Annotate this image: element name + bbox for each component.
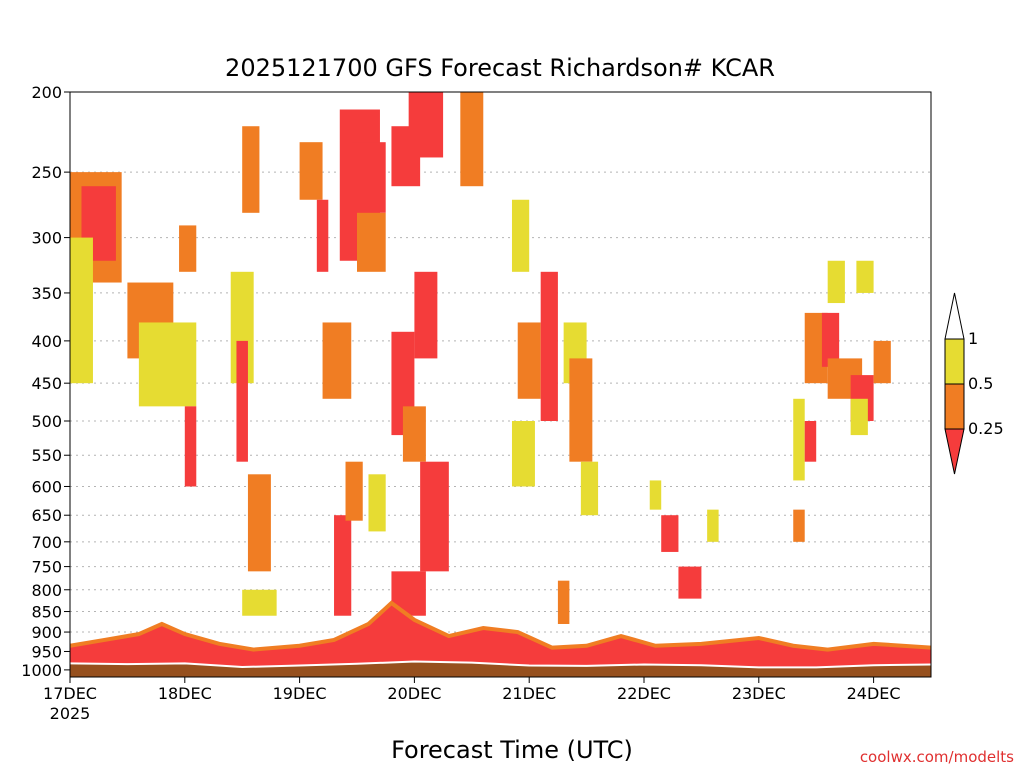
ri-cell-23 [402, 406, 426, 462]
y-tick-label-800: 800 [31, 581, 62, 600]
x-tick-label-1: 18DEC [158, 684, 212, 703]
ri-cell-11 [242, 589, 277, 616]
y-tick-label-750: 750 [31, 558, 62, 577]
ri-cell-42 [804, 421, 817, 462]
ri-cell-36 [557, 580, 570, 624]
ri-cell-8 [236, 340, 248, 462]
colorbar-label-0: 1 [968, 329, 978, 348]
y-tick-label-950: 950 [31, 642, 62, 661]
y-tick-label-500: 500 [31, 412, 62, 431]
y-tick-label-850: 850 [31, 603, 62, 622]
ri-cell-30 [517, 322, 541, 399]
y-tick-label-450: 450 [31, 374, 62, 393]
boundary-layer-band [70, 602, 931, 677]
y-tick-label-350: 350 [31, 284, 62, 303]
ri-cell-9 [242, 126, 260, 213]
colorbar-segment-1 [944, 383, 965, 430]
ri-cell-35 [580, 461, 599, 516]
ri-cell-39 [678, 566, 702, 599]
ri-cell-47 [850, 398, 868, 436]
ri-cell-51 [793, 509, 805, 542]
colorbar-segment-0 [944, 338, 965, 385]
ri-cell-28 [460, 92, 484, 187]
x-year-label: 2025 [50, 704, 91, 723]
x-tick-label-2: 19DEC [273, 684, 327, 703]
ri-cell-34 [569, 358, 593, 462]
ri-cell-26 [420, 461, 449, 572]
y-tick-label-600: 600 [31, 477, 62, 496]
ri-cell-13 [316, 199, 329, 272]
colorbar-label-2: 0.25 [968, 419, 1004, 438]
x-tick-label-0: 17DEC [43, 684, 97, 703]
credit-link[interactable]: coolwx.com/modelts [860, 748, 1014, 766]
ri-cell-18 [357, 212, 386, 272]
ri-cell-2 [70, 237, 93, 384]
ri-cell-4 [138, 322, 197, 407]
y-tick-label-650: 650 [31, 506, 62, 525]
x-tick-label-7: 24DEC [847, 684, 901, 703]
ri-cell-38 [661, 515, 679, 552]
ri-cell-49 [827, 260, 845, 304]
ri-cell-5 [179, 225, 197, 272]
ri-cell-44 [821, 312, 840, 367]
y-tick-label-200: 200 [31, 83, 62, 102]
ri-cell-29 [511, 199, 530, 272]
y-tick-label-700: 700 [31, 533, 62, 552]
ri-cell-14 [322, 322, 352, 399]
ri-cell-12 [299, 142, 323, 200]
ri-cell-20 [368, 474, 386, 532]
colorbar-legend: 1 0.5 0.25 [944, 292, 1004, 475]
x-tick-label-4: 21DEC [502, 684, 556, 703]
colorbar-bottom-arrow [944, 428, 965, 475]
ri-cell-37 [649, 480, 662, 510]
x-axis-title: Forecast Time (UTC) [391, 736, 633, 764]
ri-cell-32 [540, 271, 558, 422]
ri-cell-15 [334, 515, 352, 616]
ri-cell-48 [873, 340, 891, 384]
colorbar-label-1: 0.5 [968, 374, 993, 393]
y-tick-label-400: 400 [31, 332, 62, 351]
ri-cell-25 [414, 271, 438, 359]
y-axis: 200 250 300 350 400 450 500 550 600 650 700 750 800 8… [21, 83, 70, 680]
y-tick-label-300: 300 [31, 229, 62, 248]
ground-fill [70, 661, 931, 677]
y-tick-label-550: 550 [31, 446, 62, 465]
ri-cell-40 [707, 509, 719, 542]
x-tick-label-6: 23DEC [732, 684, 786, 703]
ri-cell-41 [793, 398, 805, 481]
ri-cell-31 [511, 421, 535, 487]
y-tick-label-1000: 1000 [21, 661, 62, 680]
colorbar-top-arrow [944, 292, 965, 340]
surface-pressure-line [69, 660, 932, 669]
ri-cell-24 [408, 92, 444, 158]
chart-title: 2025121700 GFS Forecast Richardson# KCAR [225, 54, 775, 82]
y-tick-label-250: 250 [31, 163, 62, 182]
boundary-layer-fringe [69, 600, 932, 652]
y-tick-label-900: 900 [31, 623, 62, 642]
ri-cell-6 [184, 406, 197, 487]
plot-frame [69, 91, 932, 678]
ri-cell-50 [856, 260, 874, 293]
x-tick-label-5: 22DEC [617, 684, 671, 703]
ri-cell-17 [351, 142, 386, 213]
x-axis: 17DEC 18DEC 19DEC 20DEC 21DEC 22DEC 23DEC 24DEC… [43, 677, 901, 723]
plot-area [69, 91, 932, 678]
ri-cell-19 [345, 461, 363, 521]
x-tick-label-3: 20DEC [387, 684, 441, 703]
ri-cell-10 [247, 474, 271, 572]
